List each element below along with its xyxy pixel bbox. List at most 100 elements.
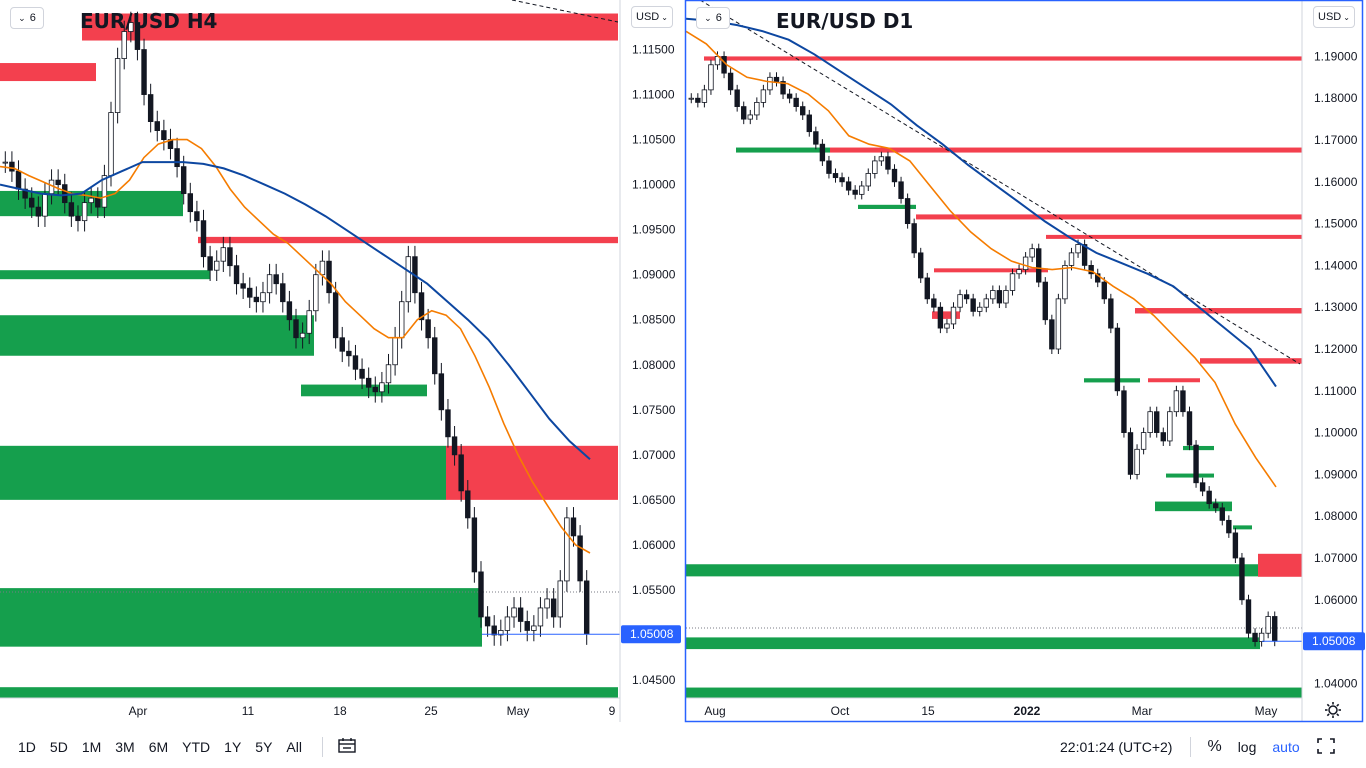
timeframe-5d[interactable]: 5D xyxy=(49,739,68,755)
y-tick-label: 1.13000 xyxy=(1314,300,1358,314)
candle-body xyxy=(819,143,826,162)
y-tick-label: 1.08000 xyxy=(632,358,676,372)
candle-body xyxy=(207,256,213,271)
candle-body xyxy=(1095,273,1101,283)
y-tick-label: 1.11000 xyxy=(1314,384,1357,398)
chevron-down-icon: ⌄ xyxy=(1343,12,1350,22)
gear-icon[interactable] xyxy=(1325,702,1341,718)
candle-body xyxy=(786,93,793,99)
candle-body xyxy=(570,517,577,537)
candle-body xyxy=(194,211,200,222)
log-toggle[interactable]: log xyxy=(1237,739,1257,755)
candle-body xyxy=(708,64,714,91)
interval-badge-right[interactable]: ⌄ 6 xyxy=(696,7,730,29)
candle-body xyxy=(773,76,780,82)
candle-body xyxy=(286,301,293,321)
candle-body xyxy=(1140,432,1147,450)
timeframe-3m[interactable]: 3M xyxy=(115,739,135,755)
auto-toggle[interactable]: auto xyxy=(1272,739,1300,755)
last-price-label: 1.05008 xyxy=(630,627,674,641)
candle-body xyxy=(392,337,398,366)
timeframe-5y[interactable]: 5Y xyxy=(255,739,273,755)
candle-body xyxy=(1121,390,1127,433)
candle-body xyxy=(498,630,504,636)
candle-body xyxy=(359,368,365,379)
candle-body xyxy=(826,160,832,174)
candle-body xyxy=(1075,244,1081,254)
gear-icon-tooth xyxy=(1336,713,1340,717)
last-price-label: 1.05008 xyxy=(1312,634,1356,648)
candle-body xyxy=(996,290,1003,304)
x-tick-label: Apr xyxy=(129,704,148,718)
timeframe-1d[interactable]: 1D xyxy=(18,739,36,755)
candle-body xyxy=(187,193,194,213)
date-range-icon[interactable] xyxy=(337,737,357,758)
demand-zone xyxy=(301,384,427,397)
candle-body xyxy=(405,256,412,303)
percent-toggle[interactable]: % xyxy=(1207,738,1222,755)
candle-body xyxy=(1226,519,1232,534)
candle-body xyxy=(1272,616,1278,642)
candle-body xyxy=(484,616,491,627)
timeframe-6m[interactable]: 6M xyxy=(148,739,169,755)
candle-body xyxy=(550,598,557,618)
candle-body xyxy=(147,94,154,122)
gear-icon-tooth xyxy=(1326,713,1330,717)
interval-badge-left-label: 6 xyxy=(29,12,36,24)
candle-body xyxy=(845,181,852,191)
timeframe-ytd[interactable]: YTD xyxy=(182,739,211,755)
candle-body xyxy=(1173,390,1180,413)
x-tick-label: 25 xyxy=(424,704,438,718)
supply-zone xyxy=(82,13,618,41)
timeframe-1m[interactable]: 1M xyxy=(81,739,102,755)
interval-badge-left[interactable]: ⌄ 6 xyxy=(10,7,44,29)
candle-body xyxy=(1265,616,1271,634)
x-tick-label: 9 xyxy=(609,704,616,718)
x-tick-label: 11 xyxy=(242,704,255,718)
candle-body xyxy=(1193,444,1199,484)
y-tick-label: 1.07500 xyxy=(632,403,676,417)
candle-body xyxy=(557,580,563,618)
candle-body xyxy=(577,535,583,582)
candle-body xyxy=(1009,273,1016,291)
chart-panel-h4 xyxy=(0,0,682,722)
candle-body xyxy=(859,185,865,195)
timeframe-all[interactable]: All xyxy=(286,739,302,755)
candle-body xyxy=(471,517,478,573)
demand-zone xyxy=(1155,501,1232,512)
y-tick-label: 1.07000 xyxy=(632,448,676,462)
demand-zone xyxy=(686,637,1260,650)
candle-body xyxy=(1232,532,1239,559)
currency-select-left[interactable]: USD ⌄ xyxy=(631,6,673,28)
candle-body xyxy=(957,294,963,308)
candle-body xyxy=(1022,256,1029,270)
demand-zone xyxy=(0,445,446,500)
candle-body xyxy=(727,72,734,91)
candle-body xyxy=(832,173,839,179)
candle-body xyxy=(904,198,911,225)
candle-body xyxy=(62,184,68,204)
supply-zone xyxy=(1135,308,1302,314)
y-tick-label: 1.05500 xyxy=(632,583,676,597)
fullscreen-icon[interactable] xyxy=(1316,737,1336,758)
candle-body xyxy=(1042,281,1048,321)
supply-zone xyxy=(1148,378,1200,383)
y-tick-label: 1.17000 xyxy=(1314,133,1358,147)
candle-body xyxy=(365,377,372,388)
candle-body xyxy=(1154,411,1160,433)
candle-body xyxy=(42,193,48,217)
candle-body xyxy=(1003,290,1009,304)
candle-body xyxy=(240,283,246,289)
currency-select-right[interactable]: USD ⌄ xyxy=(1313,6,1355,28)
timeframe-1y[interactable]: 1Y xyxy=(224,739,242,755)
candle-body xyxy=(121,31,127,59)
candle-body xyxy=(1081,244,1088,266)
candle-body xyxy=(200,220,207,258)
candle-body xyxy=(793,97,799,107)
y-tick-label: 1.09000 xyxy=(632,268,676,282)
x-tick-label: Mar xyxy=(1132,704,1153,718)
x-tick-label: May xyxy=(507,704,530,718)
chevron-down-icon: ⌄ xyxy=(18,12,26,23)
clock: 22:01:24 (UTC+2) xyxy=(1060,739,1173,755)
candle-body xyxy=(950,306,957,325)
